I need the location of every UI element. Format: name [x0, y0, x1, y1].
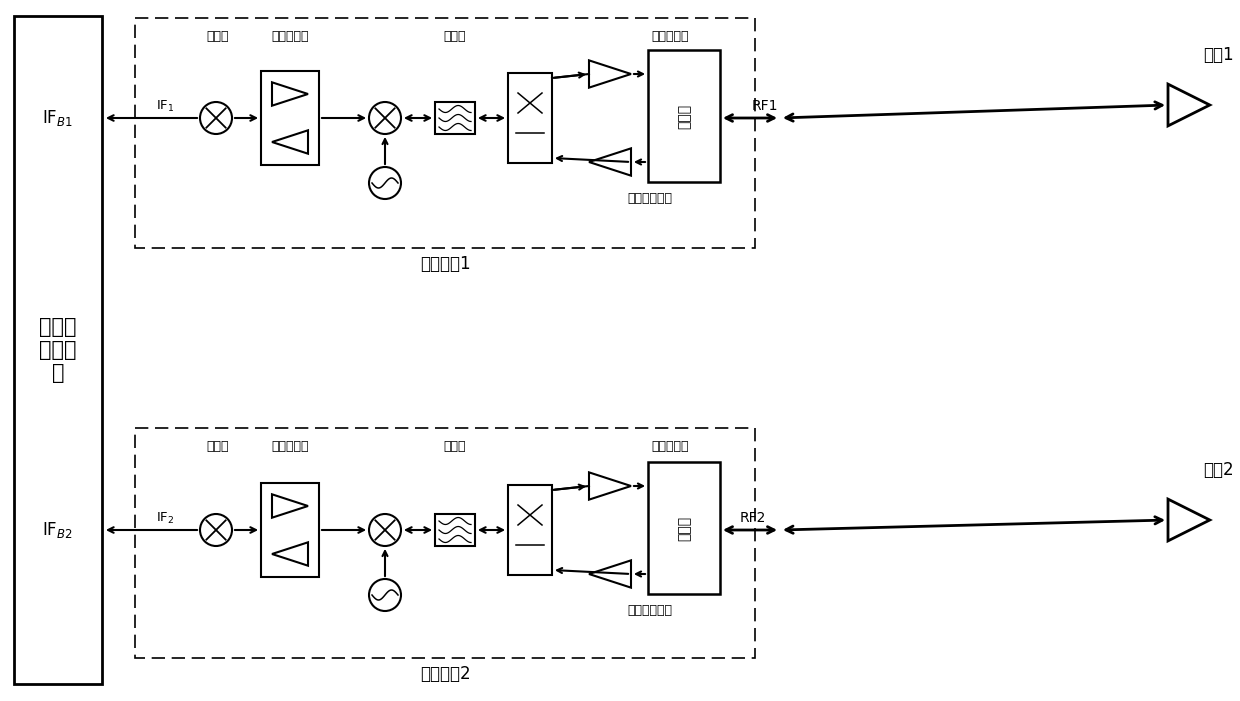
Text: 收发通道2: 收发通道2: [419, 665, 470, 683]
Text: 功率放大器: 功率放大器: [651, 440, 688, 453]
Text: 功率放大器: 功率放大器: [651, 29, 688, 43]
Bar: [508, 73, 552, 163]
Text: 滤波器: 滤波器: [444, 29, 466, 43]
Text: 多通道
信号处
理: 多通道 信号处 理: [40, 317, 77, 383]
Text: RF1: RF1: [751, 99, 779, 113]
Bar: [135, 18, 755, 248]
Text: 天线1: 天线1: [1203, 46, 1234, 64]
Text: 低噪声放大器: 低噪声放大器: [627, 604, 672, 616]
Bar: [435, 102, 475, 134]
Bar: [508, 485, 552, 575]
Bar: [260, 483, 319, 577]
Text: 双工器: 双工器: [677, 515, 691, 540]
Text: 天线2: 天线2: [1203, 461, 1234, 479]
Bar: [649, 50, 720, 182]
Text: 滤波器: 滤波器: [444, 440, 466, 453]
Text: IF$_{B2}$: IF$_{B2}$: [42, 520, 72, 540]
Text: 混频器: 混频器: [207, 29, 229, 43]
Text: RF2: RF2: [740, 511, 766, 525]
Bar: [135, 428, 755, 658]
Bar: [649, 462, 720, 594]
Text: IF$_{B1}$: IF$_{B1}$: [41, 108, 72, 128]
Text: 中频放大器: 中频放大器: [272, 29, 309, 43]
Text: 收发通道1: 收发通道1: [419, 255, 470, 273]
Text: 混频器: 混频器: [207, 440, 229, 453]
Bar: [14, 16, 102, 684]
Text: 中频放大器: 中频放大器: [272, 440, 309, 453]
Text: IF$_2$: IF$_2$: [156, 510, 175, 526]
Text: 低噪声放大器: 低噪声放大器: [627, 191, 672, 205]
Bar: [435, 514, 475, 546]
Bar: [260, 71, 319, 165]
Text: 双工器: 双工器: [677, 104, 691, 128]
Text: IF$_1$: IF$_1$: [156, 98, 175, 114]
